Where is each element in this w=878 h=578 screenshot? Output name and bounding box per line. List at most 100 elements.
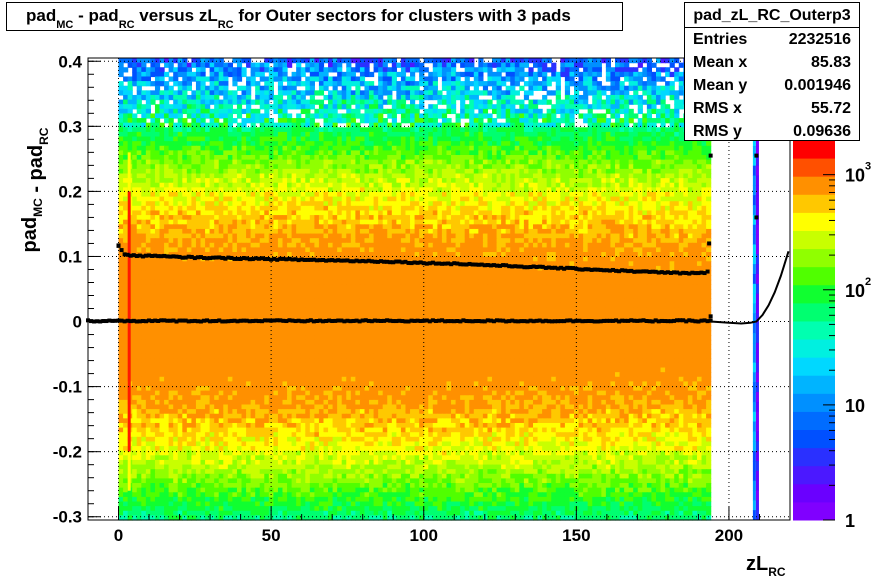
- heatmap-cell: [341, 168, 347, 175]
- heatmap-cell: [287, 85, 293, 91]
- heatmap-cell: [287, 201, 293, 207]
- heatmap-cell: [173, 247, 179, 253]
- heatmap-cell: [583, 242, 589, 249]
- heatmap-cell: [505, 201, 511, 207]
- heatmap-cell: [610, 122, 616, 128]
- heatmap-cell: [601, 173, 607, 179]
- heatmap-cell: [492, 205, 498, 212]
- heatmap-cell: [136, 201, 142, 207]
- heatmap-cell: [633, 94, 639, 101]
- heatmap-cell: [195, 201, 202, 207]
- heatmap-cell: [373, 159, 379, 165]
- heatmap-cell: [364, 62, 370, 68]
- heatmap-cell: [277, 71, 284, 78]
- heatmap-cell: [309, 76, 315, 82]
- heatmap-cell: [391, 131, 397, 138]
- heatmap-cell: [332, 58, 338, 64]
- heatmap-cell: [501, 141, 507, 147]
- heatmap-cell: [555, 182, 561, 188]
- heatmap-cell: [501, 182, 507, 188]
- heatmap-cell: [305, 145, 311, 151]
- heatmap-cell: [355, 219, 361, 225]
- heatmap-cell: [182, 58, 188, 64]
- heatmap-cell: [205, 219, 211, 225]
- heatmap-cell: [419, 224, 425, 230]
- heatmap-cell: [546, 168, 552, 175]
- heatmap-cell: [268, 201, 274, 207]
- heatmap-cell: [136, 108, 142, 115]
- heatmap-cell: [651, 108, 657, 115]
- heatmap-cell: [482, 159, 489, 165]
- heatmap-cell: [159, 90, 165, 96]
- heatmap-cell: [141, 104, 147, 110]
- heatmap-cell: [624, 173, 630, 179]
- heatmap-cell: [236, 99, 243, 105]
- heatmap-cell: [414, 164, 420, 170]
- heatmap-cell: [150, 122, 156, 128]
- heatmap-cell: [633, 187, 639, 193]
- heatmap-cell: [364, 215, 370, 221]
- heatmap-cell: [560, 238, 566, 244]
- heatmap-cell: [300, 187, 306, 193]
- heatmap-cell: [464, 90, 470, 96]
- heatmap-cell: [391, 196, 397, 202]
- heatmap-cell: [660, 238, 666, 244]
- heatmap-cell: [255, 228, 261, 235]
- heatmap-cell: [318, 233, 325, 239]
- heatmap-cell: [555, 81, 561, 87]
- heatmap-cell: [159, 58, 165, 64]
- heatmap-cell: [437, 215, 443, 221]
- heatmap-cell: [255, 113, 261, 119]
- heatmap-cell: [287, 94, 293, 101]
- heatmap-cell: [633, 191, 639, 198]
- heatmap-cell: [173, 58, 179, 64]
- heatmap-cell: [396, 136, 402, 142]
- heatmap-cell: [610, 187, 616, 193]
- heatmap-cell: [268, 141, 274, 147]
- heatmap-cell: [314, 205, 320, 212]
- heatmap-cell: [296, 104, 302, 110]
- heatmap-cell: [145, 131, 151, 138]
- heatmap-cell: [136, 173, 142, 179]
- heatmap-cell: [628, 145, 634, 151]
- heatmap-cell: [555, 238, 561, 244]
- heatmap-cell: [410, 187, 416, 193]
- heatmap-cell: [191, 205, 197, 212]
- heatmap-cell: [432, 94, 438, 101]
- heatmap-cell: [209, 150, 215, 156]
- heatmap-cell: [369, 81, 375, 87]
- heatmap-cell: [318, 108, 325, 115]
- heatmap-cell: [264, 81, 270, 87]
- heatmap-cell: [391, 173, 397, 179]
- heatmap-cell: [223, 201, 229, 207]
- heatmap-cells: [118, 58, 759, 521]
- heatmap-cell: [487, 168, 493, 175]
- heatmap-cell: [487, 205, 493, 212]
- heatmap-cell: [150, 141, 156, 147]
- heatmap-cell: [246, 159, 252, 165]
- heatmap-cell: [592, 164, 598, 170]
- heatmap-cell: [314, 219, 320, 225]
- heatmap-cell: [232, 182, 238, 188]
- heatmap-cell: [605, 141, 612, 147]
- heatmap-cell: [523, 242, 530, 249]
- heatmap-cell: [624, 210, 630, 216]
- heatmap-cell: [410, 164, 416, 170]
- heatmap-cell: [478, 228, 484, 235]
- heatmap-cell: [382, 233, 388, 239]
- heatmap-cell: [214, 219, 220, 225]
- heatmap-cell: [614, 118, 621, 124]
- heatmap-cell: [255, 62, 261, 68]
- heatmap-cell: [168, 150, 174, 156]
- heatmap-cell: [519, 155, 525, 161]
- heatmap-cell: [387, 90, 393, 96]
- heatmap-cell: [473, 150, 479, 156]
- heatmap-cell: [660, 159, 666, 165]
- heatmap-cell: [287, 99, 293, 105]
- heatmap-cell: [564, 76, 571, 82]
- heatmap-cell: [378, 182, 384, 188]
- heatmap-cell: [328, 58, 334, 64]
- heatmap-cell: [624, 196, 630, 202]
- heatmap-cell: [478, 99, 484, 105]
- heatmap-cell: [282, 136, 288, 142]
